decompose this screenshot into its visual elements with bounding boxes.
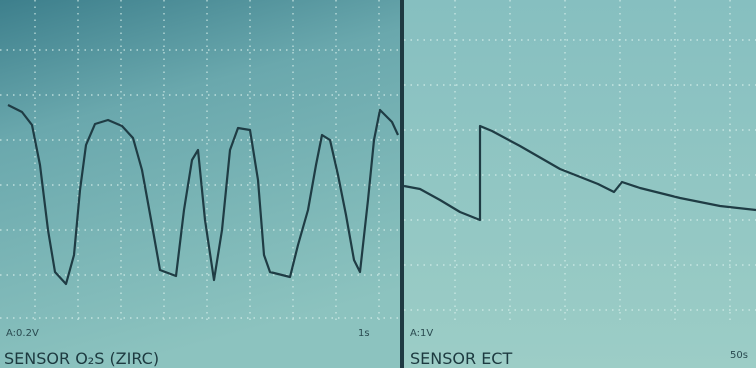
left-scale: A:0.2V bbox=[6, 328, 39, 339]
scope-photo: A:0.2V 1s SENSOR O₂S (ZIRC) A:1V 50s SEN… bbox=[0, 0, 756, 368]
right-label: SENSOR ECT bbox=[410, 349, 512, 368]
divider bbox=[400, 0, 404, 368]
right-screen bbox=[404, 0, 756, 368]
right-scale: A:1V bbox=[410, 328, 433, 339]
left-timebase: 1s bbox=[358, 328, 370, 339]
left-label: SENSOR O₂S (ZIRC) bbox=[4, 349, 159, 368]
right-timebase: 50s bbox=[730, 350, 748, 361]
